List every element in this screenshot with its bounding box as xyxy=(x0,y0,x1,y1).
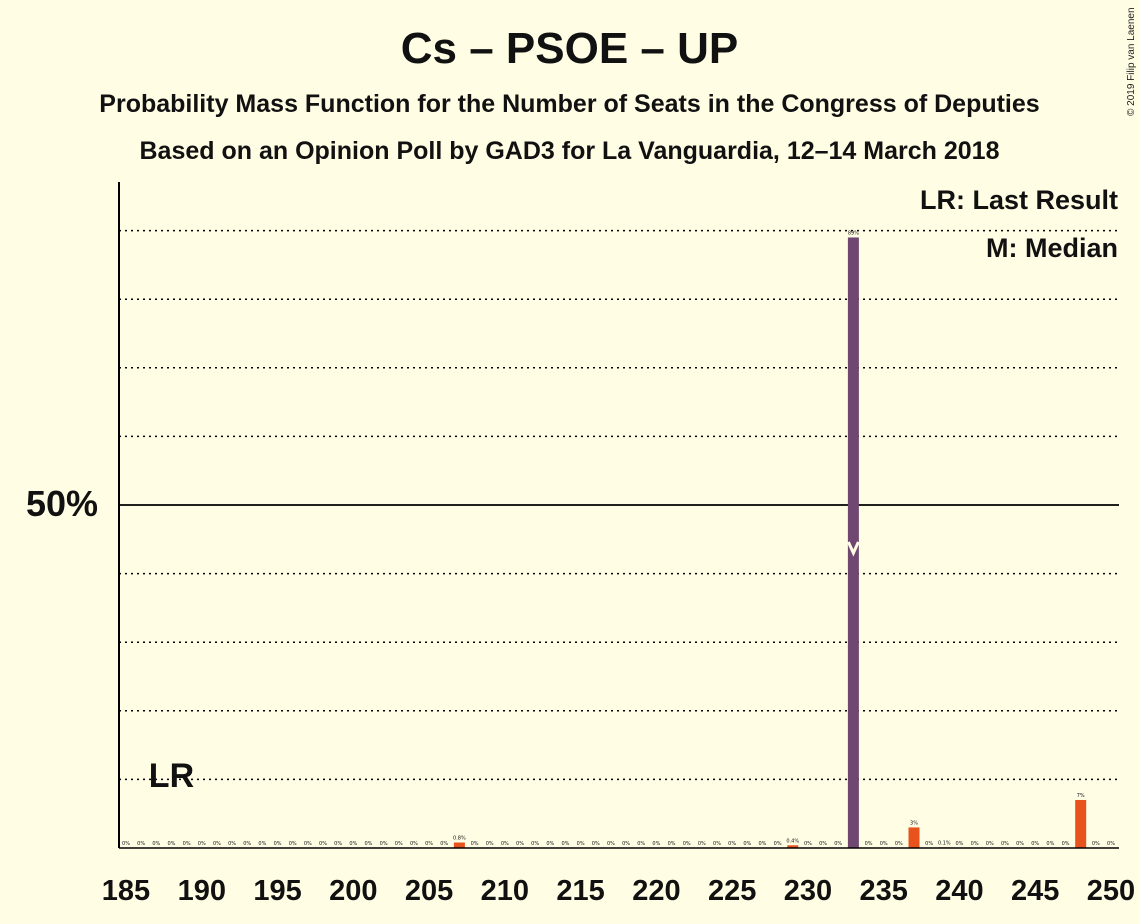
bar-label-204: 0% xyxy=(410,841,418,847)
bar-label-226: 0% xyxy=(743,841,751,847)
bar-label-223: 0% xyxy=(698,841,706,847)
bar-label-194: 0% xyxy=(258,841,266,847)
bar-label-211: 0% xyxy=(516,841,524,847)
x-tick-185: 185 xyxy=(102,875,150,907)
bar-label-185: 0% xyxy=(122,841,130,847)
bar-label-199: 0% xyxy=(334,841,342,847)
bar-label-238: 0% xyxy=(925,841,933,847)
bar-label-192: 0% xyxy=(228,841,236,847)
bar-label-237: 3% xyxy=(910,820,918,826)
x-tick-215: 215 xyxy=(556,875,604,907)
bar-label-205: 0% xyxy=(425,841,433,847)
bar-label-186: 0% xyxy=(137,841,145,847)
bar-label-187: 0% xyxy=(152,841,160,847)
bar-label-200: 0% xyxy=(349,841,357,847)
bar-label-197: 0% xyxy=(304,841,312,847)
bar-label-236: 0% xyxy=(895,841,903,847)
x-tick-225: 225 xyxy=(708,875,756,907)
bar-label-207: 0.8% xyxy=(453,836,466,842)
median-marker xyxy=(847,541,860,557)
bar-label-233: 89% xyxy=(848,230,859,236)
bar-label-212: 0% xyxy=(531,841,539,847)
bar-label-210: 0% xyxy=(501,841,509,847)
bar-label-225: 0% xyxy=(728,841,736,847)
bar-label-191: 0% xyxy=(213,841,221,847)
bar-label-198: 0% xyxy=(319,841,327,847)
bar-label-222: 0% xyxy=(683,841,691,847)
bar-label-216: 0% xyxy=(592,841,600,847)
bar-label-224: 0% xyxy=(713,841,721,847)
bar-label-249: 0% xyxy=(1092,841,1100,847)
x-tick-195: 195 xyxy=(253,875,301,907)
bar-label-248: 7% xyxy=(1077,793,1085,799)
bar-label-234: 0% xyxy=(865,841,873,847)
bar-label-203: 0% xyxy=(395,841,403,847)
bar-label-215: 0% xyxy=(577,841,585,847)
x-tick-235: 235 xyxy=(859,875,907,907)
bar-label-195: 0% xyxy=(274,841,282,847)
bar-label-193: 0% xyxy=(243,841,251,847)
bar-label-208: 0% xyxy=(471,841,479,847)
bar-label-190: 0% xyxy=(198,841,206,847)
bar-label-189: 0% xyxy=(183,841,191,847)
bar-233 xyxy=(847,237,859,848)
last-result-marker: LR xyxy=(149,757,194,795)
chart-title: Cs – PSOE – UP xyxy=(400,24,739,73)
x-tick-240: 240 xyxy=(935,875,983,907)
bar-label-229: 0.4% xyxy=(786,838,799,844)
bar-label-209: 0% xyxy=(486,841,494,847)
bar-labels: 0% 0% 0% 0% 0% 0% 0% 0% 0% 0% 0% 0% 0% 0% 0% 0% 0% 0% 0% 0%… xyxy=(122,230,1115,847)
x-tick-labels: 185 190 195 200 205 210 215 220 225 230 235 240 245 2… xyxy=(102,875,1135,907)
x-tick-245: 245 xyxy=(1011,875,1059,907)
axes xyxy=(118,182,1119,849)
x-tick-190: 190 xyxy=(178,875,226,907)
bar-label-240: 0% xyxy=(955,841,963,847)
bar-label-213: 0% xyxy=(546,841,554,847)
legend-last-result: LR: Last Result xyxy=(920,185,1118,215)
bar-label-206: 0% xyxy=(440,841,448,847)
bar-label-235: 0% xyxy=(880,841,888,847)
bar-label-250: 0% xyxy=(1107,841,1115,847)
bar-229 xyxy=(787,845,799,848)
bar-label-239: 0.1% xyxy=(938,840,951,846)
bar-label-196: 0% xyxy=(289,841,297,847)
chart-source: Based on an Opinion Poll by GAD3 for La … xyxy=(139,137,1000,165)
bar-label-241: 0% xyxy=(971,841,979,847)
legend-median: M: Median xyxy=(986,233,1118,263)
x-tick-210: 210 xyxy=(481,875,529,907)
bar-248 xyxy=(1075,799,1087,848)
bar-label-231: 0% xyxy=(819,841,827,847)
bar-label-227: 0% xyxy=(758,841,766,847)
y-axis-50-label: 50% xyxy=(26,483,98,524)
bar-label-244: 0% xyxy=(1016,841,1024,847)
chart-subtitle: Probability Mass Function for the Number… xyxy=(99,90,1040,118)
gridlines xyxy=(119,229,1119,781)
bar-label-230: 0% xyxy=(804,841,812,847)
x-tick-200: 200 xyxy=(329,875,377,907)
bars xyxy=(453,237,1087,848)
bar-label-228: 0% xyxy=(774,841,782,847)
x-tick-220: 220 xyxy=(632,875,680,907)
bar-label-242: 0% xyxy=(986,841,994,847)
x-tick-205: 205 xyxy=(405,875,453,907)
bar-label-220: 0% xyxy=(652,841,660,847)
bar-label-201: 0% xyxy=(364,841,372,847)
bar-label-188: 0% xyxy=(167,841,175,847)
bar-label-218: 0% xyxy=(622,841,630,847)
bar-207 xyxy=(453,842,465,848)
bar-label-243: 0% xyxy=(1001,841,1009,847)
x-tick-250: 250 xyxy=(1087,875,1135,907)
bar-label-246: 0% xyxy=(1046,841,1054,847)
bar-label-247: 0% xyxy=(1062,841,1070,847)
bar-label-214: 0% xyxy=(561,841,569,847)
bar-label-245: 0% xyxy=(1031,841,1039,847)
bar-label-221: 0% xyxy=(668,841,676,847)
bar-label-202: 0% xyxy=(380,841,388,847)
bar-237 xyxy=(908,827,920,848)
x-tick-230: 230 xyxy=(784,875,832,907)
bar-label-232: 0% xyxy=(834,841,842,847)
bar-label-217: 0% xyxy=(607,841,615,847)
bar-label-219: 0% xyxy=(637,841,645,847)
